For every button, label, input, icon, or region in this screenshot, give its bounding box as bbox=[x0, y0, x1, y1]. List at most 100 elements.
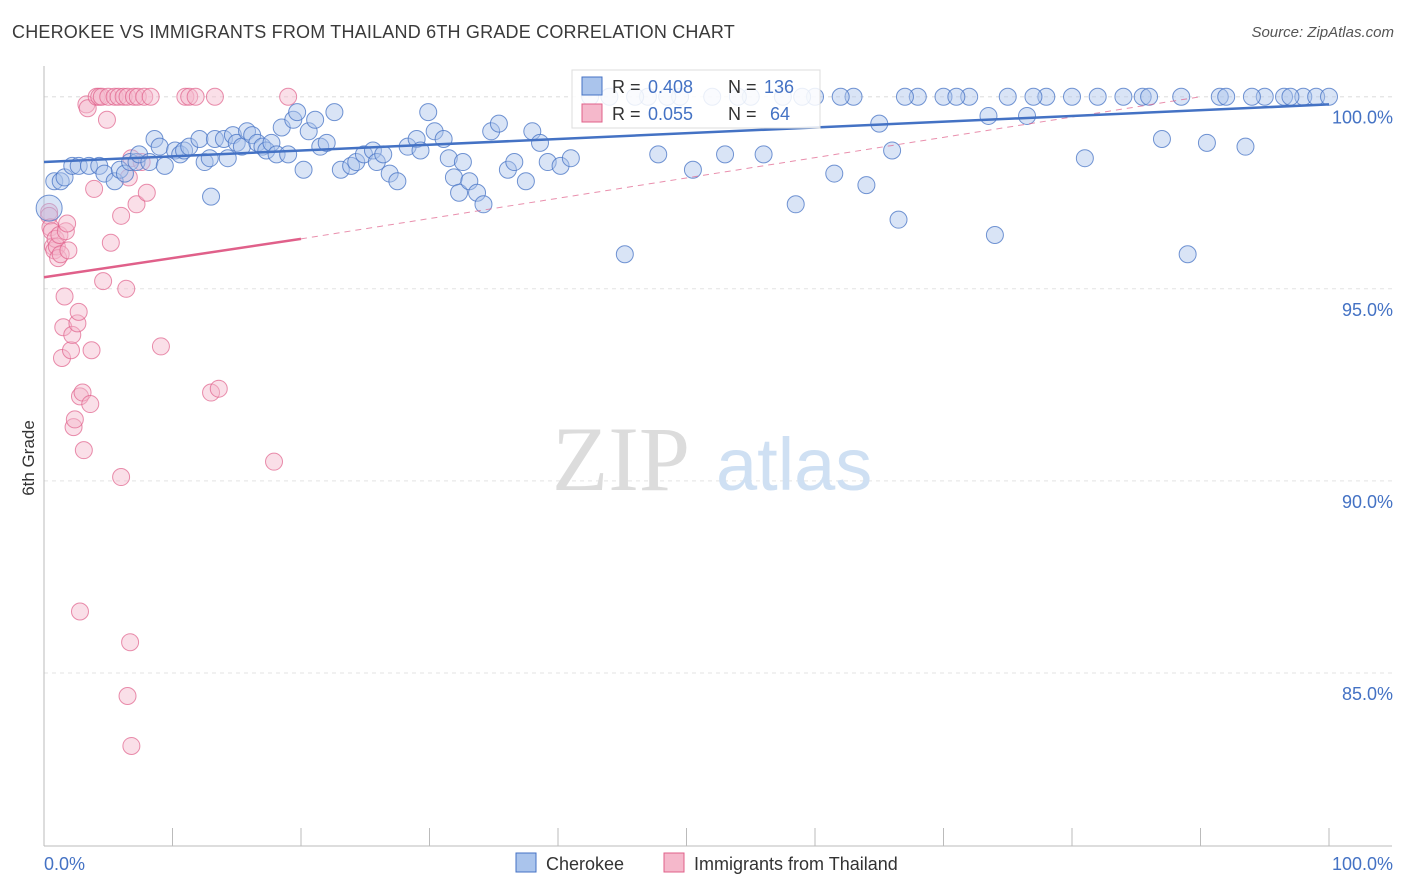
point-thailand bbox=[99, 87, 118, 106]
point-thailand bbox=[70, 602, 89, 621]
point-cherokee bbox=[419, 103, 438, 122]
point-cherokee bbox=[450, 183, 469, 202]
point-cherokee bbox=[453, 153, 472, 172]
point-cherokee bbox=[150, 137, 169, 156]
point-thailand bbox=[81, 395, 100, 414]
legend-label-thailand: Immigrants from Thailand bbox=[694, 854, 898, 874]
stats-n-label-2: N = bbox=[728, 104, 757, 124]
point-thailand bbox=[176, 87, 195, 106]
point-cherokee bbox=[474, 195, 493, 214]
point-thailand bbox=[180, 87, 199, 106]
point-thailand bbox=[82, 341, 101, 360]
point-cherokee bbox=[1197, 133, 1216, 152]
point-cherokee bbox=[200, 149, 219, 168]
point-cherokee bbox=[934, 87, 953, 106]
point-cherokee bbox=[425, 122, 444, 141]
point-cherokee bbox=[786, 195, 805, 214]
point-cherokee bbox=[468, 183, 487, 202]
point-cherokee bbox=[202, 187, 221, 206]
point-thailand bbox=[69, 302, 88, 321]
point-cherokee bbox=[831, 87, 850, 106]
trend-thailand-extension bbox=[300, 96, 1201, 240]
point-cherokee bbox=[754, 145, 773, 164]
point-cherokee bbox=[947, 87, 966, 106]
point-cherokee bbox=[1172, 87, 1191, 106]
point-cherokee bbox=[299, 122, 318, 141]
y-axis-label: 6th Grade bbox=[19, 420, 38, 496]
stats-n-value-1: 136 bbox=[764, 77, 794, 97]
chart-title: CHEROKEE VS IMMIGRANTS FROM THAILAND 6TH… bbox=[12, 22, 735, 42]
point-cherokee bbox=[1037, 87, 1056, 106]
point-cherokee bbox=[407, 129, 426, 148]
point-cherokee bbox=[1018, 106, 1037, 125]
point-cherokee bbox=[1152, 129, 1171, 148]
point-cherokee bbox=[551, 156, 570, 175]
point-cherokee bbox=[1255, 87, 1274, 106]
point-cherokee bbox=[716, 145, 735, 164]
point-thailand bbox=[186, 87, 205, 106]
point-thailand bbox=[112, 206, 131, 225]
point-thailand bbox=[64, 418, 83, 437]
watermark-zip: ZIP bbox=[552, 408, 690, 510]
stats-r-label-2: R = bbox=[612, 104, 641, 124]
point-cherokee bbox=[317, 133, 336, 152]
point-cherokee bbox=[374, 145, 393, 164]
point-cherokee bbox=[985, 226, 1004, 245]
point-thailand bbox=[97, 110, 116, 129]
y-tick-label: 95.0% bbox=[1342, 300, 1393, 320]
point-thailand bbox=[265, 452, 284, 471]
point-thailand bbox=[128, 87, 147, 106]
stats-swatch-thailand bbox=[581, 103, 603, 123]
point-cherokee bbox=[1236, 137, 1255, 156]
stats-r-value-1: 0.408 bbox=[648, 77, 693, 97]
point-thailand bbox=[141, 87, 160, 106]
point-cherokee bbox=[1024, 87, 1043, 106]
x-tick-label-min: 0.0% bbox=[44, 854, 85, 874]
point-cherokee bbox=[908, 87, 927, 106]
point-thailand bbox=[65, 410, 84, 429]
point-cherokee bbox=[95, 164, 114, 183]
point-cherokee bbox=[489, 114, 508, 133]
point-thailand bbox=[209, 379, 228, 398]
point-cherokee bbox=[331, 160, 350, 179]
point-cherokee bbox=[325, 103, 344, 122]
point-cherokee bbox=[1242, 87, 1261, 106]
point-cherokee bbox=[1133, 87, 1152, 106]
point-thailand bbox=[101, 233, 120, 252]
point-cherokee bbox=[825, 164, 844, 183]
point-cherokee bbox=[444, 168, 463, 187]
point-cherokee bbox=[79, 156, 98, 175]
point-thailand bbox=[117, 279, 136, 298]
stats-swatch-cherokee bbox=[581, 76, 603, 96]
point-cherokee bbox=[306, 110, 325, 129]
point-cherokee bbox=[1114, 87, 1133, 106]
stats-r-value-2: 0.055 bbox=[648, 104, 693, 124]
point-thailand bbox=[59, 241, 78, 260]
series-thailand-points bbox=[40, 87, 298, 755]
stats-box-frame bbox=[571, 69, 821, 129]
point-thailand bbox=[137, 183, 156, 202]
tick-labels: 100.0% 95.0% 90.0% 85.0% 0.0% 100.0% bbox=[44, 108, 1393, 874]
trend-thailand bbox=[43, 237, 302, 279]
stats-r-label-1: R = bbox=[612, 77, 641, 97]
legend-swatch-cherokee bbox=[515, 852, 537, 873]
point-cherokee bbox=[1075, 149, 1094, 168]
point-thailand bbox=[114, 87, 133, 106]
watermark: ZIP atlas bbox=[552, 408, 872, 510]
point-thailand bbox=[55, 287, 74, 306]
point-cherokee bbox=[883, 141, 902, 160]
point-cherokee bbox=[439, 149, 458, 168]
point-cherokee bbox=[1178, 245, 1197, 264]
point-cherokee bbox=[531, 133, 550, 152]
point-thailand bbox=[205, 87, 224, 106]
point-cherokee bbox=[1210, 87, 1229, 106]
point-thailand bbox=[122, 736, 141, 755]
point-cherokee bbox=[857, 176, 876, 195]
point-cherokee bbox=[683, 160, 702, 179]
y-tick-label: 85.0% bbox=[1342, 684, 1393, 704]
point-thailand bbox=[151, 337, 170, 356]
source-label: Source: ZipAtlas.com bbox=[1251, 24, 1394, 41]
legend: Cherokee Immigrants from Thailand bbox=[515, 852, 898, 874]
point-cherokee bbox=[998, 87, 1017, 106]
point-cherokee bbox=[649, 145, 668, 164]
